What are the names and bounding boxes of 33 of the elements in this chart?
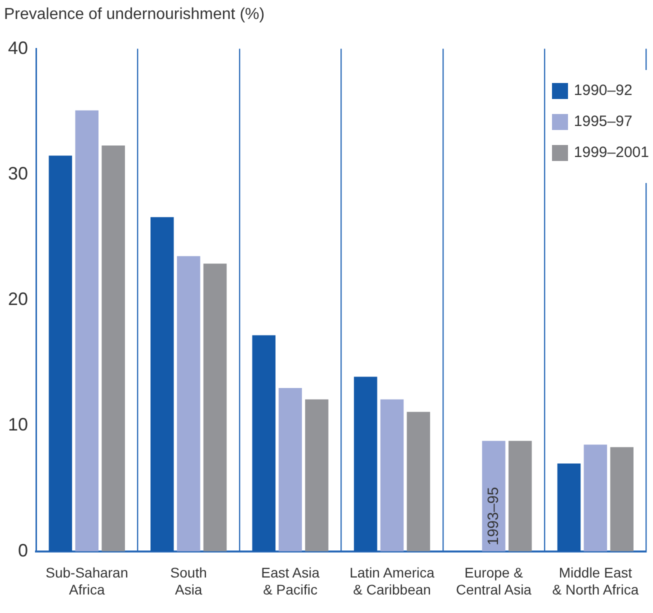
bar — [150, 217, 174, 552]
y-tick-label: 20 — [8, 289, 28, 310]
x-tick-label: Europe & Central Asia — [456, 564, 532, 598]
legend-label: 1990–92 — [574, 82, 632, 99]
bar — [380, 399, 404, 552]
y-tick-label: 0 — [18, 540, 28, 560]
bar — [508, 440, 532, 552]
bar — [48, 156, 72, 552]
x-tick-label: Middle East & North Africa — [552, 564, 639, 598]
annotation: 1993–95 — [484, 486, 502, 546]
bar — [203, 264, 227, 552]
legend-label: 1999–2001 — [574, 144, 649, 161]
x-tick-label: East Asia & Pacific — [261, 564, 320, 598]
y-tick-label: 30 — [8, 163, 28, 184]
bar — [610, 447, 634, 552]
y-axis-title: Prevalence of undernourishment (%) — [4, 6, 265, 24]
bar — [75, 110, 99, 552]
bar — [584, 444, 608, 552]
bar — [482, 440, 506, 552]
bar — [102, 146, 125, 552]
x-tick-label: South Asia — [170, 564, 207, 598]
bar — [354, 376, 378, 552]
bar — [176, 256, 200, 552]
legend-label: 1995–97 — [574, 113, 632, 130]
bar — [305, 399, 328, 552]
x-tick-label: Latin America & Caribbean — [350, 564, 435, 598]
bar — [557, 463, 581, 552]
y-tick-label: 10 — [8, 414, 28, 435]
bar — [278, 388, 302, 552]
bar — [252, 335, 276, 552]
y-tick-label: 40 — [8, 38, 28, 58]
bar — [406, 412, 430, 552]
x-tick-label: Sub-Saharan Africa — [46, 564, 128, 598]
